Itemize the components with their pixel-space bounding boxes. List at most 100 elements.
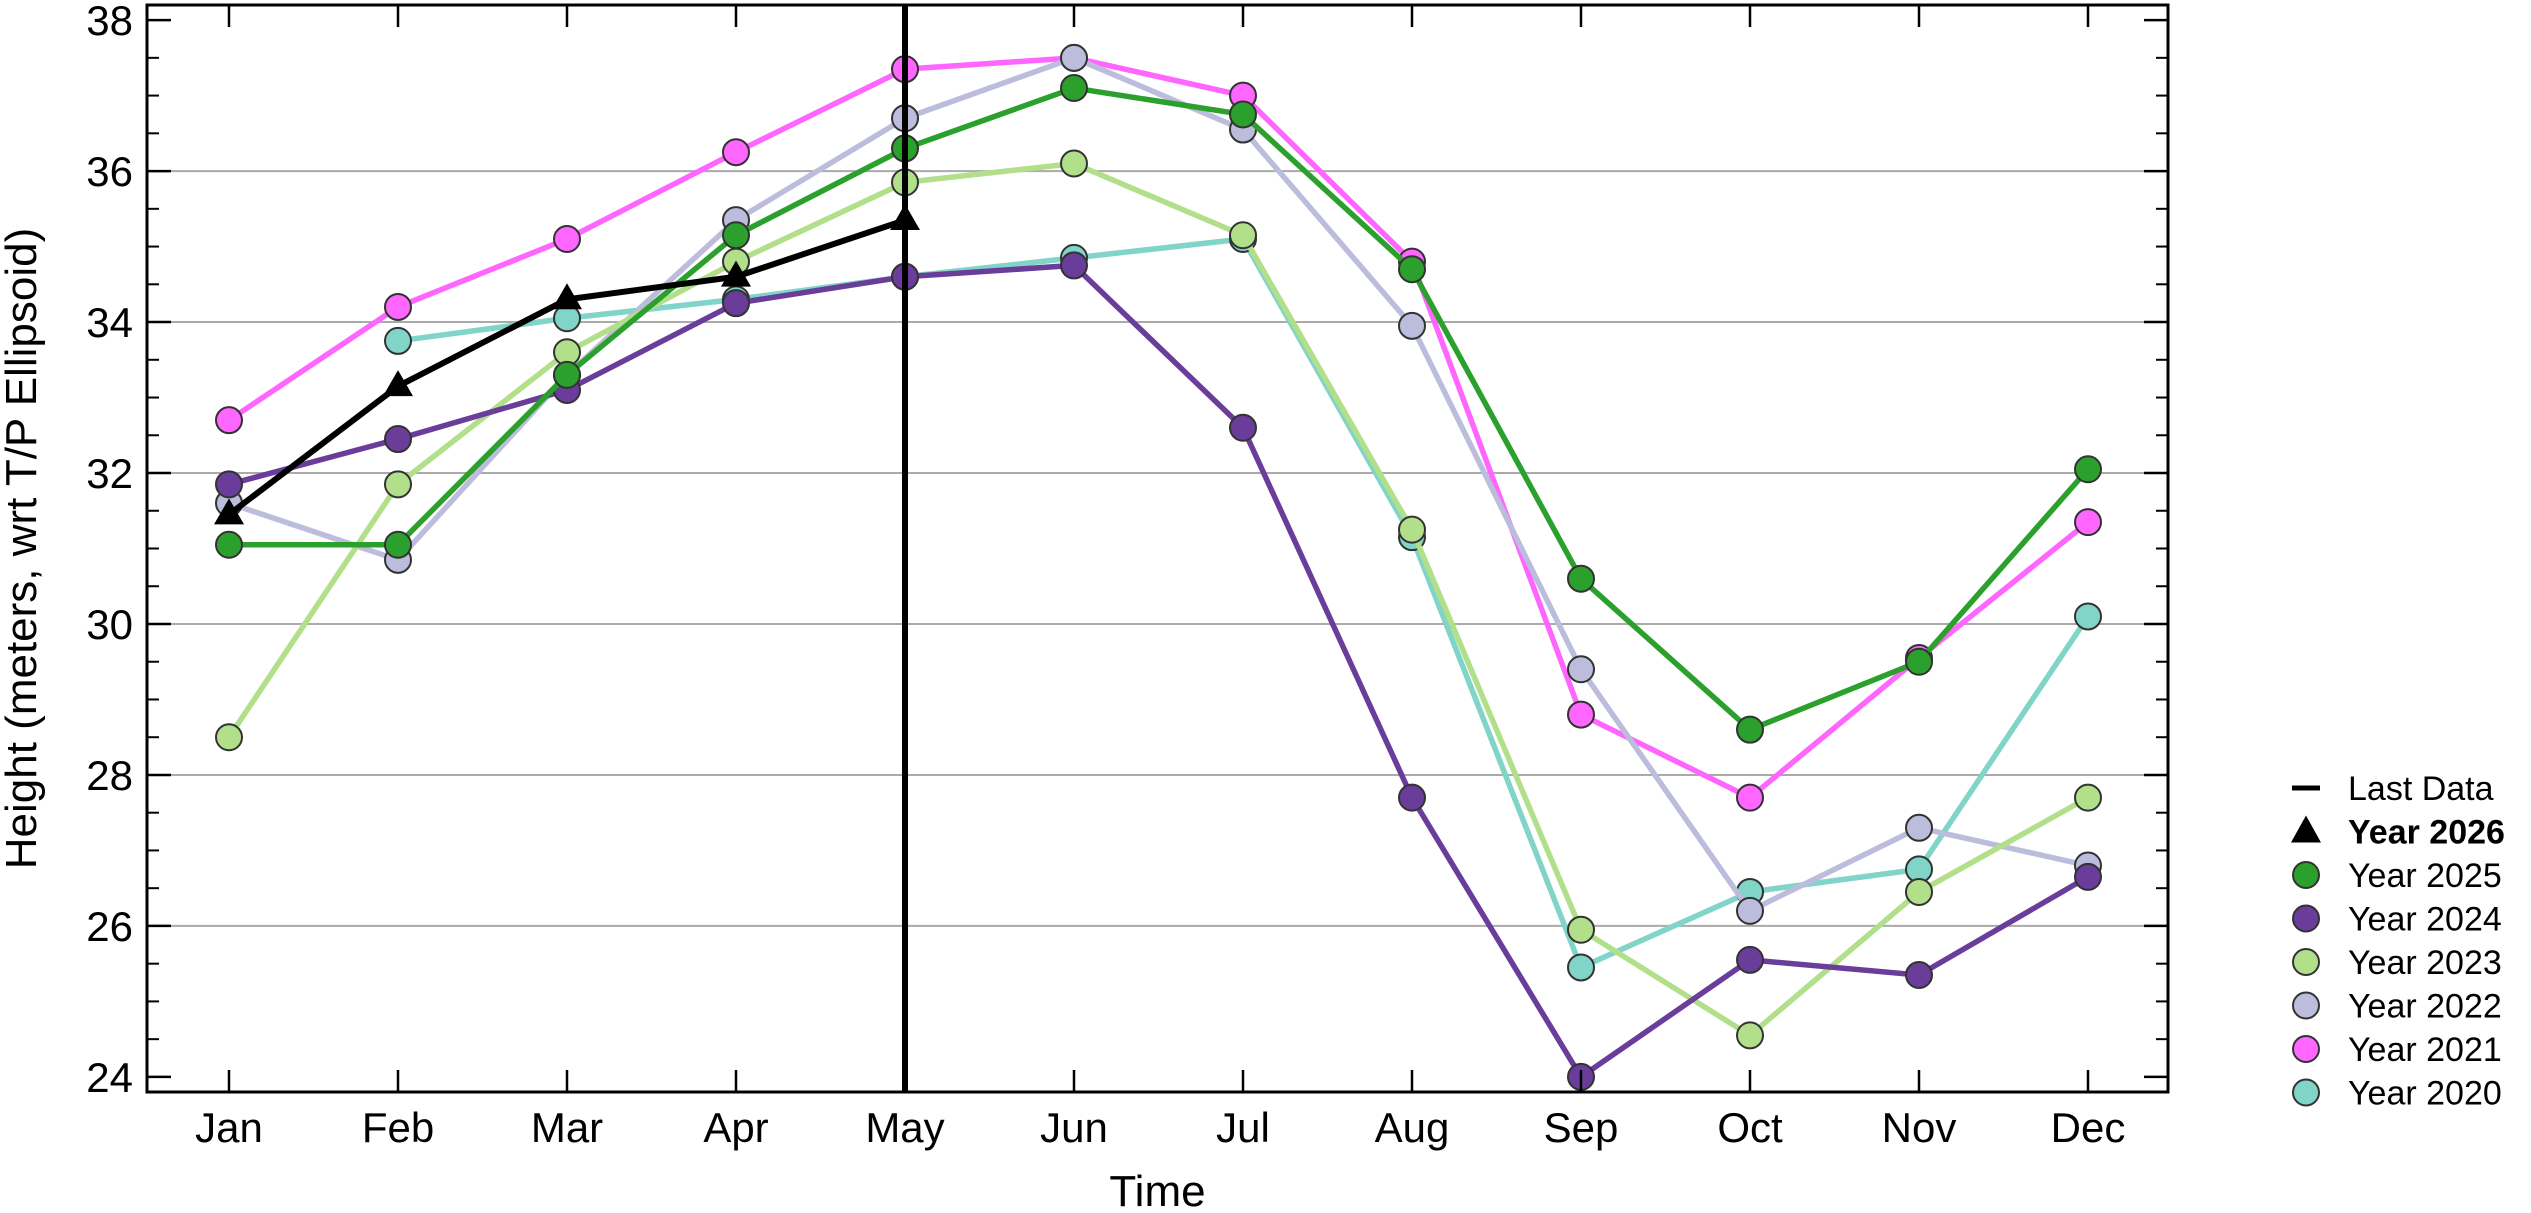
legend-label: Year 2020 [2348,1075,2502,1113]
series-line-year-2021 [227,55,2090,801]
data-point [1736,896,1764,925]
data-point [1398,783,1426,812]
x-tick-label-apr: Apr [703,1104,768,1151]
plot-frame [145,3,2170,1094]
legend-item-last-data: Last Data [2292,770,2494,808]
data-point [1398,515,1426,544]
legend-label: Year 2026 [2348,814,2505,852]
data-point [1567,655,1595,684]
data-point [1229,413,1257,442]
series-year-2025 [215,74,2102,744]
data-point [1736,1021,1764,1050]
data-point [1229,221,1257,250]
data-point [1060,74,1088,103]
y-tick-label: 30 [86,601,133,648]
y-tick-label: 26 [86,903,133,950]
legend-label: Last Data [2348,770,2494,808]
series-line-year-2025 [229,85,2091,733]
data-point [2074,455,2102,484]
legend-item-year-2023: Year 2023 [2292,944,2502,982]
x-tick-label-jun: Jun [1040,1104,1108,1151]
series-year-2021 [215,43,2102,812]
legend-swatch [2292,1035,2320,1063]
data-point [384,326,412,355]
data-point [1060,43,1088,72]
y-tick-label: 24 [86,1054,133,1101]
axis-ticks [147,5,2168,1092]
legend-item-year-2021: Year 2021 [2292,1031,2502,1069]
grid-lines [147,170,2168,927]
data-point [1567,953,1595,982]
legend-label: Year 2025 [2348,857,2502,895]
data-point [1736,945,1764,974]
series-layer [214,43,2102,1091]
legend-swatch [2291,815,2321,843]
x-tick-label-jan: Jan [195,1104,263,1151]
x-tick-labels: Jan Feb Mar Apr May Jun Jul Aug Sep Oct Nov Dec [195,1104,2125,1151]
series-year-2022 [215,43,2102,925]
data-point [1905,647,1933,676]
data-point [722,138,750,167]
x-tick-label-dec: Dec [2051,1104,2126,1151]
data-point [2074,862,2102,891]
series-line-year-2022 [228,55,2089,914]
legend-label: Year 2022 [2348,988,2502,1026]
data-point [384,292,412,321]
legend-item-year-2026: Year 2026 [2291,814,2505,852]
legend-item-year-2020: Year 2020 [2292,1075,2502,1113]
data-point [2074,602,2102,631]
legend-swatch [2292,948,2320,976]
data-point [1567,700,1595,729]
x-tick-label-nov: Nov [1882,1104,1957,1151]
series-year-2023 [215,149,2102,1050]
data-point [215,406,243,435]
data-point [1398,255,1426,284]
data-point [1905,960,1933,989]
data-point [215,470,243,499]
data-point [2074,508,2102,537]
legend-label: Year 2024 [2348,901,2502,939]
legend-label: Year 2023 [2348,944,2502,982]
data-point [2074,783,2102,812]
data-point [722,289,750,318]
x-tick-label-aug: Aug [1375,1104,1450,1151]
data-point [1567,564,1595,593]
series-line-year-2024 [228,262,2090,1080]
data-point [1905,877,1933,906]
legend-item-year-2025: Year 2025 [2292,857,2502,895]
data-point [722,221,750,250]
series-year-2026 [214,204,920,525]
x-tick-label-oct: Oct [1717,1104,1783,1151]
legend-item-year-2024: Year 2024 [2292,901,2502,939]
legend-swatch [2292,861,2320,889]
y-tick-label: 36 [86,148,133,195]
data-point [1060,149,1088,178]
y-tick-label: 28 [86,752,133,799]
data-point [384,470,412,499]
data-point [1905,813,1933,842]
data-point [1229,100,1257,129]
x-tick-label-sep: Sep [1544,1104,1619,1151]
data-point [384,425,412,454]
data-point [1060,251,1088,280]
data-point [215,723,243,752]
y-axis-title: Height (meters, wrt T/P Ellipsoid) [0,228,46,869]
series-year-2024 [215,251,2102,1091]
legend-swatch [2292,991,2320,1020]
y-tick-label: 38 [86,0,133,44]
data-point [215,530,243,559]
x-tick-label-jul: Jul [1216,1104,1270,1151]
data-point [553,360,581,389]
data-point [1736,783,1764,812]
data-point [384,530,412,559]
data-point [552,283,582,310]
y-tick-labels: 24 26 28 30 32 34 36 38 [86,0,133,1101]
data-point [1398,311,1426,340]
legend-swatch [2292,904,2320,933]
data-point [553,225,581,254]
data-point [721,260,751,287]
data-point [214,498,244,525]
legend-swatch [2292,1078,2320,1107]
x-axis-title: Time [1109,1167,1205,1213]
